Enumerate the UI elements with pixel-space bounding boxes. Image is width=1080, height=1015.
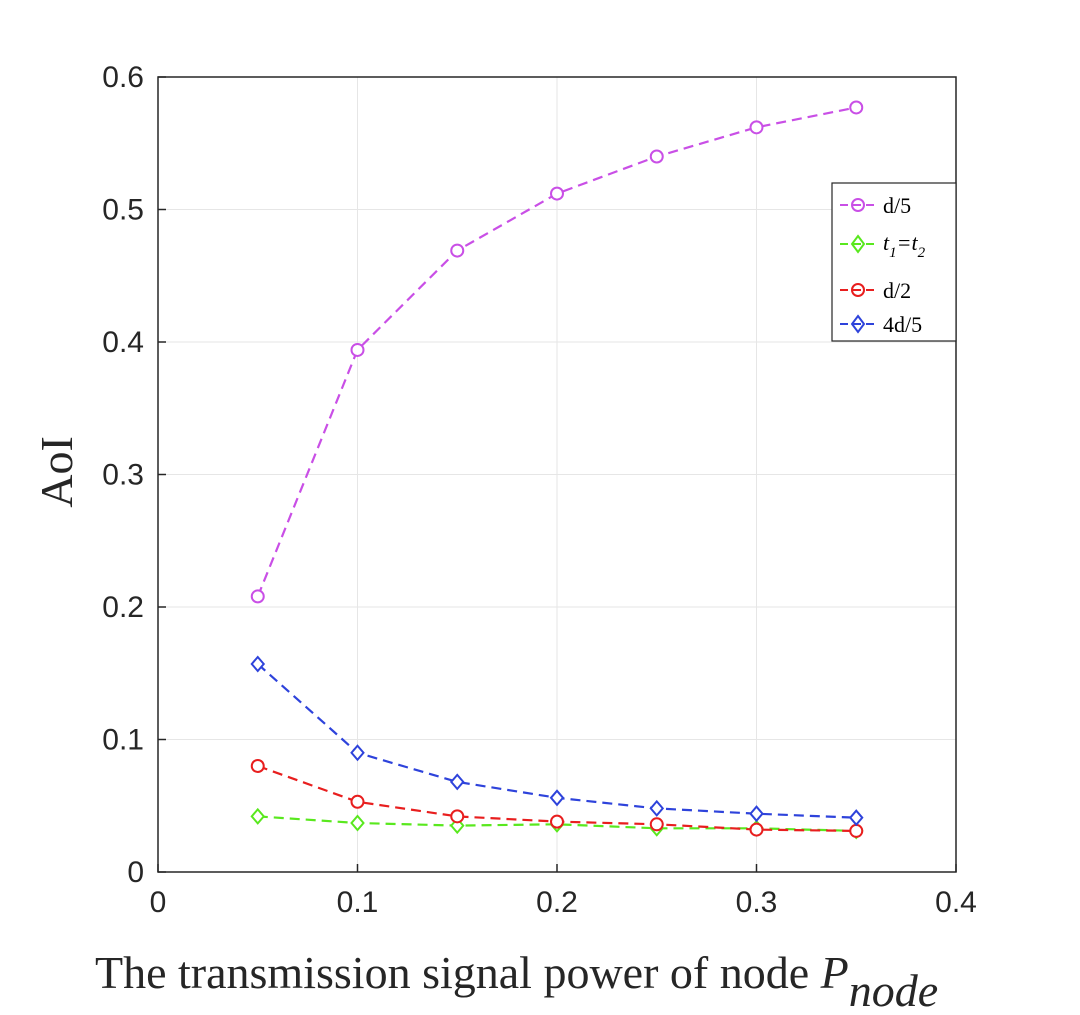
y-tick-label: 0.4	[102, 326, 144, 359]
legend-label-d5: d/5	[883, 193, 911, 218]
x-tick-label: 0.2	[536, 886, 578, 919]
y-tick-label: 0.2	[102, 591, 144, 624]
x-tick-label: 0.1	[337, 886, 379, 919]
x-tick-label: 0.4	[935, 886, 977, 919]
data-point	[451, 245, 463, 257]
data-point	[651, 151, 663, 163]
x-axis-title-symbol: P	[820, 947, 849, 998]
data-point	[850, 811, 862, 825]
x-axis-title-subscript: node	[849, 965, 938, 1015]
chart: 0 0.1 0.2 0.3 0.4 0 0.1 0.2 0.3 0.4 0.5 0.6 AoI Th…	[0, 0, 1080, 1015]
legend: d/5 t1=t2 d/2 4d/5	[832, 183, 956, 341]
y-axis-title: AoI	[31, 436, 82, 508]
data-point	[850, 101, 862, 113]
data-point	[451, 775, 463, 789]
data-point	[751, 807, 763, 821]
data-point	[352, 344, 364, 356]
legend-label-d2: d/2	[883, 278, 911, 303]
x-axis-title: The transmission signal power of node Pn…	[95, 947, 938, 1015]
data-point	[551, 791, 563, 805]
data-point	[252, 809, 264, 823]
x-tick-label: 0	[150, 886, 167, 919]
x-axis-title-text: The transmission signal power of node	[95, 947, 821, 998]
y-tick-label: 0.1	[102, 724, 144, 757]
data-point	[252, 760, 264, 772]
data-point	[651, 818, 663, 830]
y-axis: 0 0.1 0.2 0.3 0.4 0.5 0.6	[102, 61, 166, 889]
data-point	[252, 590, 264, 602]
y-tick-label: 0.5	[102, 194, 144, 227]
data-point	[551, 816, 563, 828]
y-tick-label: 0.6	[102, 61, 144, 94]
x-tick-label: 0.3	[736, 886, 778, 919]
data-point	[352, 796, 364, 808]
data-point	[751, 121, 763, 133]
data-point	[451, 810, 463, 822]
data-point	[850, 825, 862, 837]
legend-label-4d5: 4d/5	[883, 312, 922, 337]
data-point	[551, 188, 563, 200]
data-point	[352, 746, 364, 760]
data-point	[751, 824, 763, 836]
y-tick-label: 0.3	[102, 459, 144, 492]
y-tick-label: 0	[127, 856, 144, 889]
data-point	[352, 816, 364, 830]
data-point	[651, 801, 663, 815]
